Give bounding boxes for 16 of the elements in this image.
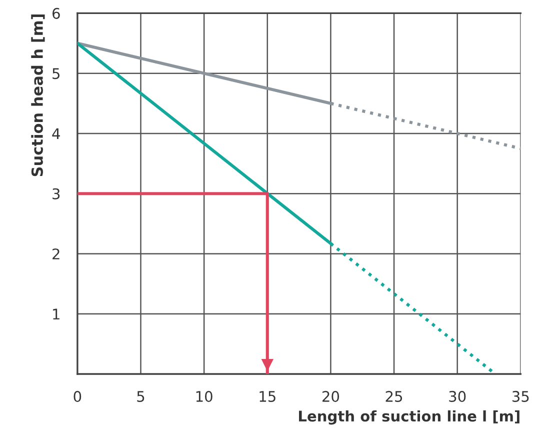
x-tick-label: 0 — [74, 390, 82, 402]
x-tick-label: 20 — [322, 390, 340, 402]
x-tick-label: 30 — [449, 390, 466, 402]
y-tick-label: 6 — [52, 8, 60, 19]
x-tick-label: 10 — [196, 390, 212, 402]
y-tick-label: 5 — [52, 68, 60, 80]
x-tick-label: 5 — [137, 391, 144, 402]
y-tick-label: 3 — [52, 188, 60, 200]
y-axis-title: Suction head h [m] — [31, 14, 45, 176]
x-tick-label: 35 — [512, 390, 529, 402]
y-tick-label: 2 — [52, 248, 60, 260]
x-tick-label: 25 — [386, 390, 402, 402]
y-tick-label: 4 — [52, 128, 60, 140]
x-tick-label: 15 — [260, 391, 276, 402]
y-tick-label: 1 — [53, 308, 60, 320]
x-axis-title: Length of suction line l [m] — [299, 410, 520, 425]
